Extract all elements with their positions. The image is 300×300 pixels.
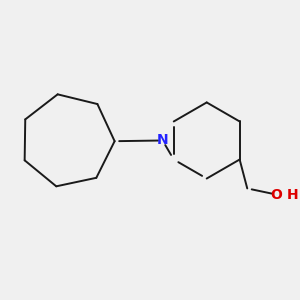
Text: N: N [157, 134, 168, 148]
Text: O: O [270, 188, 282, 202]
Text: H: H [287, 188, 299, 202]
